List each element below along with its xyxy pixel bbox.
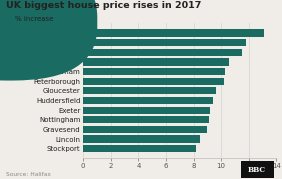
Bar — [83, 39, 246, 46]
Text: UK biggest house price rises in 2017: UK biggest house price rises in 2017 — [6, 1, 201, 10]
Bar — [83, 68, 225, 75]
Bar — [83, 126, 207, 133]
Bar — [83, 97, 213, 104]
Bar — [83, 49, 242, 56]
Bar — [83, 87, 216, 95]
Text: % increase: % increase — [15, 16, 53, 22]
Text: BBC: BBC — [248, 166, 266, 174]
Bar — [83, 29, 264, 37]
Bar — [83, 58, 230, 66]
Bar — [83, 78, 224, 85]
Bar — [83, 145, 196, 152]
Bar — [83, 107, 210, 114]
Bar — [83, 135, 201, 143]
Text: Source: Halifax: Source: Halifax — [6, 172, 50, 177]
Bar — [83, 116, 209, 123]
